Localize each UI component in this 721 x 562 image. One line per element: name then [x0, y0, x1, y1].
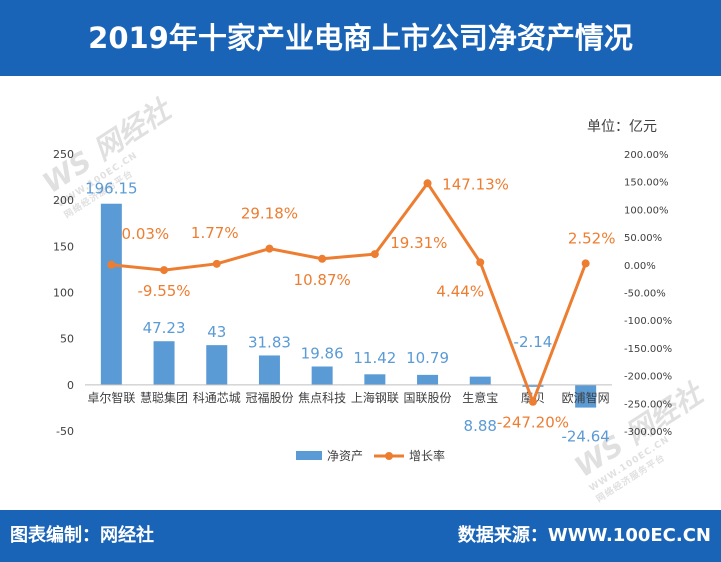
bar-data-label: 31.83: [248, 333, 291, 351]
y-right-tick-label: -300.00%: [624, 427, 672, 438]
growth-rate-marker: [318, 254, 327, 263]
y-right-tick-label: 0.00%: [624, 261, 656, 272]
y-right-tick-label: 200.00%: [624, 150, 669, 161]
title-banner: 2019年十家产业电商上市公司净资产情况: [0, 0, 721, 76]
bar-net-assets: [311, 366, 333, 385]
bar-data-label: -2.14: [514, 333, 553, 351]
y-left-tick-label: 100: [53, 287, 74, 300]
category-label: 生意宝: [462, 390, 498, 405]
line-data-label: 29.18%: [241, 205, 298, 223]
y-left-tick-label: 0: [67, 379, 74, 392]
y-right-tick-label: 150.00%: [624, 178, 669, 189]
bar-net-assets: [206, 345, 228, 385]
bar-data-label: -24.64: [561, 428, 609, 446]
line-data-label: -247.20%: [497, 414, 569, 432]
bar-net-assets: [469, 376, 491, 385]
bar-net-assets: [522, 384, 544, 387]
growth-rate-marker: [423, 179, 432, 188]
y-right-tick-label: -150.00%: [624, 344, 672, 355]
y-right-tick-label: -50.00%: [624, 289, 666, 300]
line-data-label: 1.77%: [191, 224, 239, 242]
growth-rate-line: [111, 181, 588, 404]
y-right-tick-label: -100.00%: [624, 316, 672, 327]
y-right-tick-label: -200.00%: [624, 372, 672, 383]
y-left-tick-label: -50: [56, 425, 74, 438]
category-label: 卓尔智联: [87, 390, 135, 405]
y-right-tick-label: 100.00%: [624, 205, 669, 216]
growth-rate-marker: [160, 266, 169, 275]
growth-rate-marker: [476, 258, 485, 267]
unit-label: 单位：亿元: [587, 119, 657, 135]
bar-net-assets: [575, 384, 597, 408]
y-left-tick-label: 50: [60, 333, 74, 346]
y-right-tick-label: 50.00%: [624, 233, 662, 244]
line-data-label: 0.03%: [122, 225, 170, 243]
category-label: 科通芯城: [193, 391, 241, 405]
bar-net-assets: [258, 355, 280, 385]
bar-net-assets: [153, 341, 175, 385]
legend-label-growth-rate: 增长率: [409, 448, 445, 463]
bar-data-label: 47.23: [143, 319, 186, 337]
category-label: 上海钢联: [351, 390, 399, 405]
footer-banner: 图表编制：网经社 数据来源：WWW.100EC.CN: [0, 510, 721, 562]
chart-title: 2019年十家产业电商上市公司净资产情况: [88, 21, 633, 55]
growth-rate-marker: [107, 260, 116, 269]
category-label: 摩贝: [521, 390, 545, 405]
line-data-label: 147.13%: [442, 175, 509, 193]
bar-net-assets: [100, 203, 122, 385]
y-left-tick-label: 200: [53, 194, 74, 207]
y-left-tick-label: 250: [53, 148, 74, 161]
combo-chart: 250 200 150 100 50 0 -50 200.00% 150.00% 100.00% 5…: [53, 148, 672, 463]
legend-label-net-assets: 净资产: [327, 449, 363, 463]
growth-rate-marker: [581, 259, 590, 268]
growth-rate-marker: [370, 250, 379, 259]
bar-data-label: 19.86: [301, 344, 344, 362]
legend-marker-growth-rate: [385, 452, 393, 460]
category-label: 国联股份: [404, 391, 452, 405]
growth-rate-marker: [212, 259, 221, 268]
line-data-label: 4.44%: [436, 282, 484, 300]
y-left-tick-label: 150: [53, 240, 74, 253]
growth-rate-marker: [265, 244, 274, 253]
line-data-label: -9.55%: [138, 282, 191, 300]
bar-net-assets: [417, 374, 439, 385]
category-label: 冠福股份: [245, 390, 293, 405]
category-label: 慧聪集团: [140, 390, 188, 405]
line-data-label: 2.52%: [568, 229, 616, 247]
bar-data-label: 8.88: [464, 417, 497, 435]
line-data-label: 10.87%: [294, 271, 351, 289]
bar-data-label: 11.42: [353, 349, 396, 367]
bar-data-label: 196.15: [85, 180, 138, 198]
bar-data-label: 43: [207, 323, 226, 341]
y-right-tick-label: -250.00%: [624, 399, 672, 410]
footer-credit: 图表编制：网经社: [10, 525, 154, 546]
footer-source: 数据来源：WWW.100EC.CN: [457, 525, 711, 546]
bar-net-assets: [364, 374, 386, 385]
line-data-label: 19.31%: [390, 234, 447, 252]
category-label: 欧浦智网: [562, 390, 610, 405]
legend-swatch-net-assets: [296, 451, 322, 460]
growth-rate-marker: [528, 397, 537, 406]
category-label: 焦点科技: [298, 391, 346, 405]
bar-data-label: 10.79: [406, 349, 449, 367]
